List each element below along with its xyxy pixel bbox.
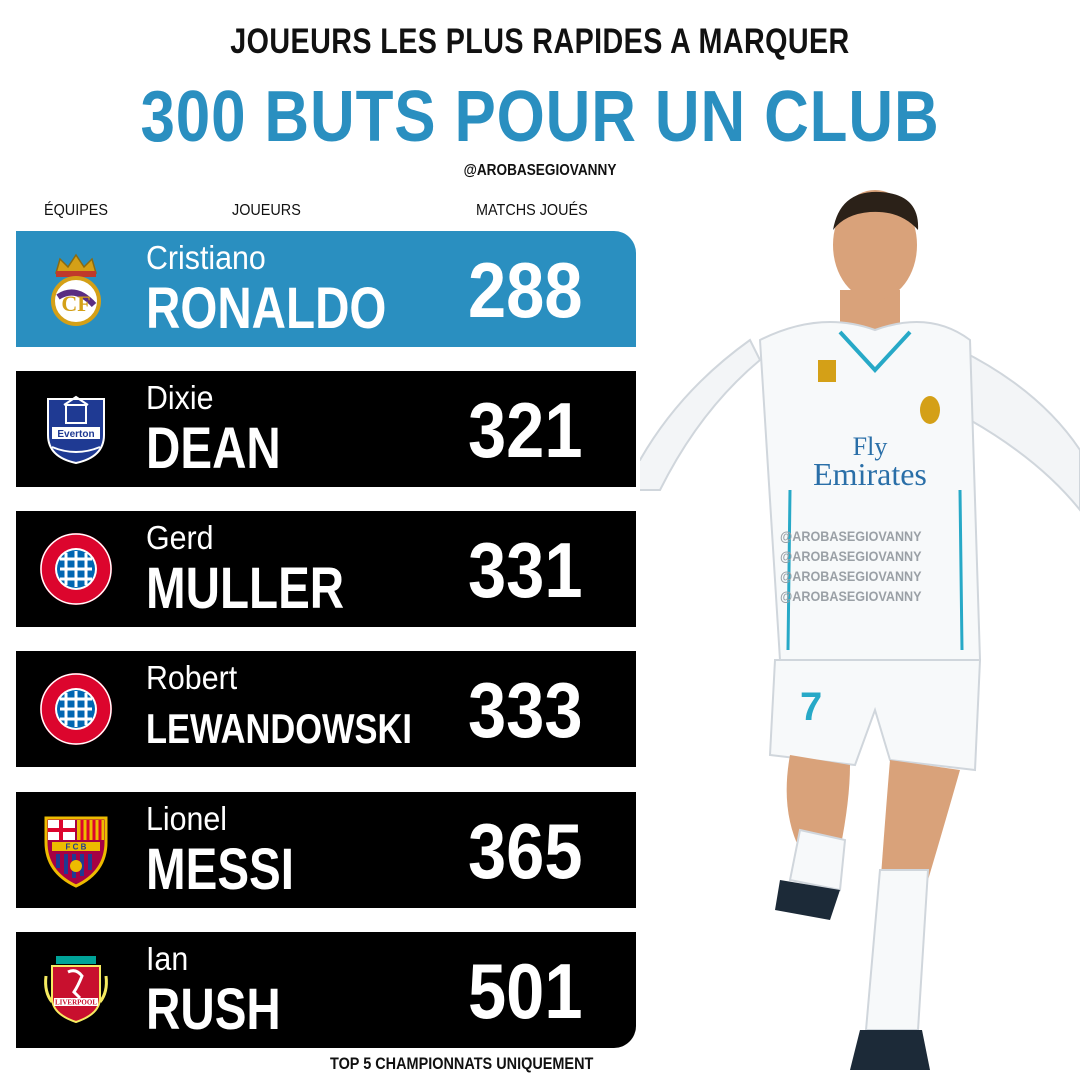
player-first-name: Lionel xyxy=(146,800,228,837)
matches-played: 288 xyxy=(468,246,583,334)
table-row: Gerd MULLER 331 xyxy=(16,511,636,627)
matches-played: 321 xyxy=(468,386,583,474)
watermark-text: @AROBASEGIOVANNY xyxy=(780,528,922,544)
svg-text:LIVERPOOL: LIVERPOOL xyxy=(55,999,97,1007)
matches-played: 331 xyxy=(468,526,583,614)
matches-played: 365 xyxy=(468,807,583,895)
player-first-name: Robert xyxy=(146,659,238,696)
player-first-name: Dixie xyxy=(146,379,214,416)
bayern-munchen-crest-icon xyxy=(40,673,112,745)
fc-barcelona-crest-icon: F C B xyxy=(44,816,108,888)
table-row: F C B Lionel MESSI 365 xyxy=(16,792,636,908)
watermark-text: @AROBASEGIOVANNY xyxy=(780,548,922,564)
everton-crest-icon: Everton xyxy=(47,395,105,465)
footnote: TOP 5 CHAMPIONNATS UNIQUEMENT xyxy=(330,1054,594,1073)
svg-text:7: 7 xyxy=(800,685,822,729)
svg-text:F C B: F C B xyxy=(66,843,87,852)
player-first-name: Ian xyxy=(146,940,189,977)
column-header-matches: MATCHS JOUÉS xyxy=(476,202,588,219)
watermark-text: @AROBASEGIOVANNY xyxy=(780,568,922,584)
page-title: 300 BUTS POUR UN CLUB xyxy=(140,77,940,157)
player-last-name: LEWANDOWSKI xyxy=(146,705,412,752)
svg-text:Fly: Fly xyxy=(853,432,888,461)
svg-text:Emirates: Emirates xyxy=(813,456,927,492)
table-row: CF Cristiano RONALDO 288 xyxy=(16,231,636,347)
column-header-teams: ÉQUIPES xyxy=(44,202,109,219)
bayern-munchen-crest-icon xyxy=(40,533,112,605)
table-row: Robert LEWANDOWSKI 333 xyxy=(16,651,636,767)
real-madrid-crest-icon: CF xyxy=(51,253,101,326)
matches-played: 333 xyxy=(468,666,583,754)
svg-text:Everton: Everton xyxy=(57,429,94,440)
player-last-name: DEAN xyxy=(146,416,281,481)
player-last-name: RONALDO xyxy=(146,276,387,341)
player-last-name: RUSH xyxy=(146,977,281,1042)
player-photo: Fly Emirates 7 xyxy=(640,190,1080,1070)
column-header-players: JOUEURS xyxy=(232,202,301,219)
player-last-name: MULLER xyxy=(146,556,345,621)
watermark-text: @AROBASEGIOVANNY xyxy=(780,588,922,604)
liverpool-crest-icon: LIVERPOOL xyxy=(44,956,108,1024)
header-subtitle: JOUEURS LES PLUS RAPIDES A MARQUER xyxy=(230,22,850,61)
player-first-name: Gerd xyxy=(146,519,214,556)
matches-played: 501 xyxy=(468,947,583,1035)
player-last-name: MESSI xyxy=(146,837,295,902)
table-row: LIVERPOOL Ian RUSH 501 xyxy=(16,932,636,1048)
author-handle: @AROBASEGIOVANNY xyxy=(463,162,617,179)
player-first-name: Cristiano xyxy=(146,239,266,276)
svg-text:CF: CF xyxy=(61,291,90,316)
table-row: Everton Dixie DEAN 321 xyxy=(16,371,636,487)
